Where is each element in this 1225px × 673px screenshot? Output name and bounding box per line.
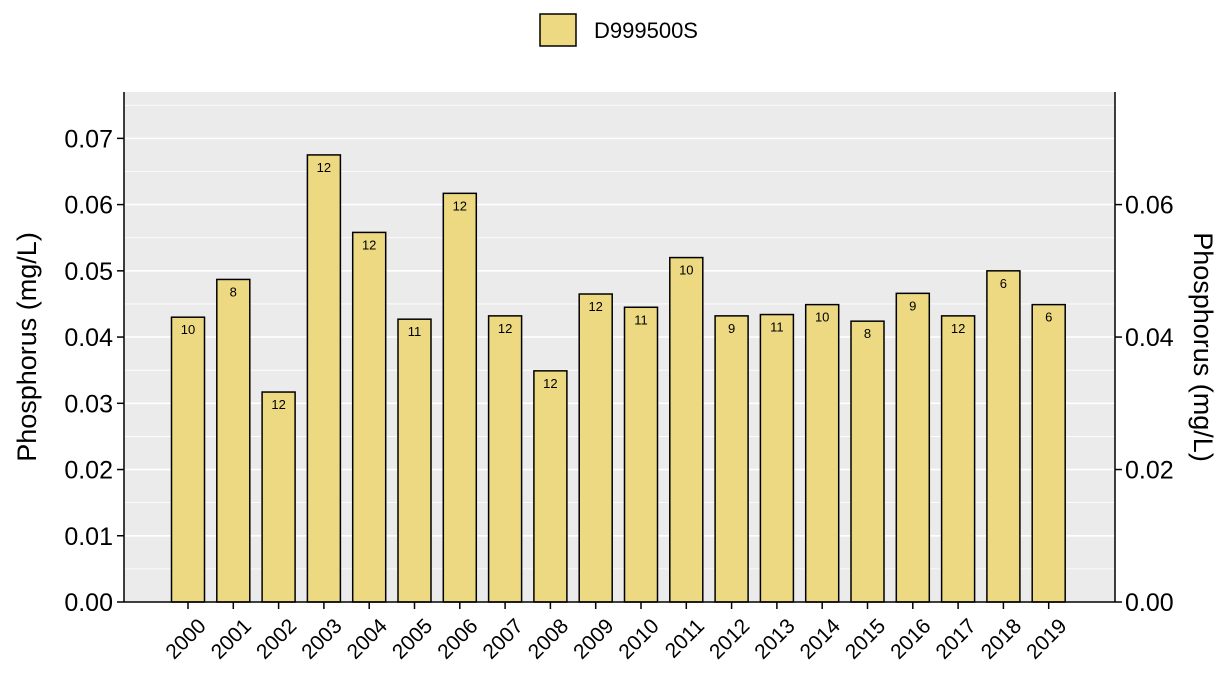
- y-axis-title-left: Phosphorus (mg/L): [12, 232, 42, 462]
- legend-label: D999500S: [594, 18, 698, 43]
- bar-2000: [170, 316, 206, 603]
- bar-count-label: 9: [728, 321, 735, 336]
- legend: D999500S: [539, 13, 698, 47]
- bar-count-label: 12: [453, 198, 467, 213]
- bar-2018: [986, 270, 1021, 603]
- bar-2019: [1031, 303, 1066, 603]
- bar-count-label: 6: [1000, 276, 1007, 291]
- bar-2013: [759, 313, 795, 603]
- y-tick-label: 0.07: [64, 125, 113, 153]
- y-right-tick-label: 0.02: [1125, 457, 1174, 485]
- bar-count-label: 12: [362, 237, 376, 252]
- y-right-tick-label: 0.04: [1125, 324, 1174, 352]
- bar-2011: [669, 256, 704, 603]
- bar-2016: [895, 292, 931, 603]
- bar-count-label: 11: [770, 320, 784, 335]
- bar-2006: [442, 192, 478, 603]
- y-tick-label: 0.01: [64, 523, 113, 551]
- x-tick-label: 2007: [479, 614, 528, 663]
- x-tick-label: 2012: [705, 614, 754, 663]
- x-tick-label: 2015: [841, 614, 890, 663]
- x-tick-label: 2016: [886, 614, 935, 663]
- bar-count-label: 10: [181, 322, 195, 337]
- x-tick-label: 2009: [569, 614, 618, 663]
- bar-count-label: 12: [588, 299, 602, 314]
- y-tick-label: 0.04: [64, 324, 113, 352]
- bar-count-label: 9: [909, 298, 916, 313]
- x-tick-label: 2011: [661, 614, 709, 662]
- bar-2010: [623, 306, 659, 603]
- y-tick-label: 0.06: [64, 192, 113, 220]
- y-tick-label: 0.00: [64, 589, 113, 617]
- bar-count-label: 12: [271, 397, 285, 412]
- bar-count-label: 12: [543, 376, 557, 391]
- bar-2003: [306, 154, 342, 603]
- bar-count-label: 8: [230, 284, 237, 299]
- right-axis: 0.00 0.02 0.04 0.06: [1114, 92, 1174, 617]
- x-tick-label: 2003: [297, 614, 346, 663]
- bars: [170, 154, 1066, 603]
- x-tick-label: 2004: [343, 614, 393, 664]
- bar-2015: [850, 320, 885, 603]
- bar-2007: [487, 315, 523, 603]
- bar-count-label: 12: [951, 321, 965, 336]
- bar-2001: [216, 278, 251, 603]
- bar-2002: [261, 391, 296, 603]
- y-axis-title-right: Phosphorus (mg/L): [1188, 232, 1218, 462]
- bar-count-label: 11: [408, 324, 422, 339]
- y-tick-label: 0.03: [64, 390, 113, 418]
- bar-count-label: 11: [634, 312, 648, 327]
- x-tick-label: 2019: [1022, 614, 1071, 663]
- x-tick-label: 2018: [977, 614, 1026, 663]
- y-right-tick-label: 0.00: [1125, 589, 1174, 617]
- bar-2008: [533, 370, 568, 603]
- bar-labels: 10 8 12 12 12 11 12 12 12 12 11 10 9 11 10 8 9 12 6 6: [181, 160, 1053, 412]
- bar-count-label: 12: [498, 321, 512, 336]
- bar-count-label: 8: [864, 326, 871, 341]
- bar-2005: [397, 318, 432, 603]
- bar-count-label: 6: [1045, 310, 1052, 325]
- y-tick-label: 0.02: [64, 457, 113, 485]
- x-tick-label: 2005: [388, 614, 437, 663]
- y-tick-label: 0.05: [64, 258, 113, 286]
- left-axis: 0.00 0.01 0.02 0.03 0.04 0.05 0.06 0.07: [64, 92, 125, 617]
- bar-count-label: 10: [815, 310, 829, 325]
- y-right-tick-label: 0.06: [1125, 192, 1174, 220]
- bar-count-label: 12: [317, 160, 331, 175]
- x-tick-label: 2014: [796, 614, 846, 664]
- x-tick-label: 2008: [524, 614, 573, 663]
- x-tick-label: 2006: [433, 614, 482, 663]
- bar-2012: [714, 315, 749, 603]
- bar-2009: [578, 293, 613, 603]
- x-tick-label: 2017: [932, 614, 981, 663]
- bar-2014: [804, 303, 840, 603]
- x-tick-label: 2010: [614, 614, 663, 663]
- legend-swatch: [539, 13, 577, 47]
- x-tick-label: 2000: [161, 614, 210, 663]
- x-tick-label: 2001: [207, 614, 256, 663]
- bar-2004: [351, 231, 387, 603]
- bar-2017: [940, 315, 976, 603]
- x-axis: 2000200120022003200420052006200720082009…: [124, 601, 1115, 664]
- bar-count-label: 10: [679, 263, 693, 278]
- x-tick-label: 2002: [252, 614, 301, 663]
- x-tick-label: 2013: [750, 614, 799, 663]
